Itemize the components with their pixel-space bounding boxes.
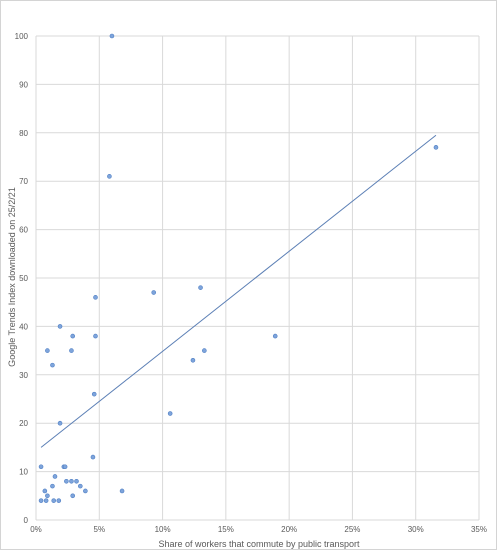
data-point xyxy=(70,493,76,499)
y-tick-label: 20 xyxy=(19,419,28,428)
data-point xyxy=(38,498,44,503)
data-point xyxy=(107,174,112,179)
data-point xyxy=(90,454,96,460)
y-tick-label: 90 xyxy=(19,80,28,89)
x-tick-label: 10% xyxy=(155,525,171,534)
data-point xyxy=(45,493,50,499)
y-tick-label: 40 xyxy=(19,322,28,331)
data-point xyxy=(57,420,63,426)
x-tick-label: 35% xyxy=(471,525,487,534)
data-point xyxy=(190,357,196,363)
data-point xyxy=(119,488,125,494)
y-tick-label: 30 xyxy=(19,371,28,380)
data-point xyxy=(45,348,50,353)
trendline xyxy=(40,134,437,448)
data-point xyxy=(70,333,76,339)
y-tick-label: 60 xyxy=(19,226,28,235)
data-point xyxy=(167,411,173,416)
data-point xyxy=(69,348,74,353)
data-point xyxy=(50,483,55,489)
trendline-layer xyxy=(40,134,437,448)
x-tick-label: 20% xyxy=(281,525,297,534)
data-point xyxy=(202,348,207,353)
data-point xyxy=(51,498,57,503)
data-point xyxy=(74,478,79,484)
y-axis-title: Google Trends Index downloaded on 25/2/2… xyxy=(7,187,17,367)
y-tick-label: 100 xyxy=(15,32,29,41)
y-tick-label: 70 xyxy=(19,177,28,186)
y-tick-label: 0 xyxy=(24,516,29,525)
y-tick-label: 80 xyxy=(19,129,28,138)
x-tick-label: 5% xyxy=(94,525,106,534)
data-point xyxy=(62,464,68,470)
gridlines xyxy=(35,35,480,521)
data-point xyxy=(50,362,55,368)
data-point xyxy=(109,33,115,39)
data-point xyxy=(52,474,58,479)
data-point xyxy=(38,464,44,470)
data-point xyxy=(83,488,88,494)
data-point xyxy=(151,290,157,295)
data-point xyxy=(93,295,98,300)
y-tick-labels: 0 10 20 30 40 50 60 70 80 90 100 xyxy=(15,32,29,525)
data-point xyxy=(91,391,97,397)
data-point xyxy=(56,498,62,503)
x-tick-label: 0% xyxy=(30,525,42,534)
data-point xyxy=(42,488,48,494)
data-point xyxy=(64,478,69,484)
x-tick-labels: 0% 5% 10% 15% 20% 25% 30% 35% xyxy=(30,525,487,534)
data-point xyxy=(57,324,63,329)
data-points xyxy=(38,33,439,503)
x-tick-label: 25% xyxy=(344,525,360,534)
x-tick-label: 15% xyxy=(218,525,234,534)
x-axis-title: Share of workers that commute by public … xyxy=(158,539,360,549)
data-point xyxy=(69,478,74,484)
y-tick-label: 50 xyxy=(19,274,28,283)
y-tick-label: 10 xyxy=(19,468,28,477)
data-point xyxy=(78,483,83,489)
data-point xyxy=(43,498,49,503)
data-point xyxy=(198,285,203,290)
data-point xyxy=(93,333,98,339)
data-point xyxy=(433,145,439,150)
data-point xyxy=(272,333,278,339)
x-tick-label: 30% xyxy=(408,525,424,534)
